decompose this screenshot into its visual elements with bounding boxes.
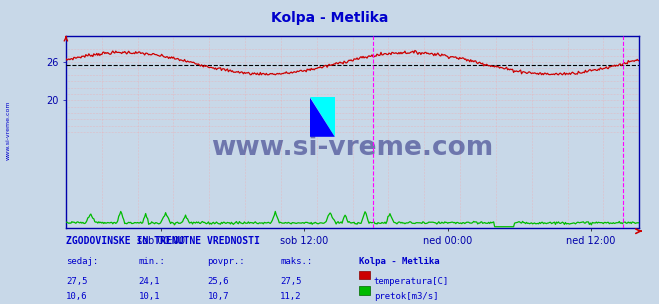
Text: sedaj:: sedaj: xyxy=(66,257,98,266)
Text: 25,6: 25,6 xyxy=(208,277,229,286)
Text: 10,7: 10,7 xyxy=(208,292,229,302)
Text: min.:: min.: xyxy=(138,257,165,266)
Text: Kolpa - Metlika: Kolpa - Metlika xyxy=(271,11,388,25)
Polygon shape xyxy=(310,97,335,137)
Polygon shape xyxy=(310,97,335,137)
Text: 27,5: 27,5 xyxy=(280,277,302,286)
Text: www.si-vreme.com: www.si-vreme.com xyxy=(5,101,11,161)
Text: 27,5: 27,5 xyxy=(66,277,88,286)
Text: 10,6: 10,6 xyxy=(66,292,88,302)
Text: Kolpa - Metlika: Kolpa - Metlika xyxy=(359,257,440,266)
Text: povpr.:: povpr.: xyxy=(208,257,245,266)
Text: temperatura[C]: temperatura[C] xyxy=(374,277,449,286)
Text: www.si-vreme.com: www.si-vreme.com xyxy=(212,135,494,161)
Text: 10,1: 10,1 xyxy=(138,292,160,302)
Text: pretok[m3/s]: pretok[m3/s] xyxy=(374,292,438,302)
Text: ZGODOVINSKE IN TRENUTNE VREDNOSTI: ZGODOVINSKE IN TRENUTNE VREDNOSTI xyxy=(66,236,260,246)
Text: maks.:: maks.: xyxy=(280,257,312,266)
Text: 11,2: 11,2 xyxy=(280,292,302,302)
Text: 24,1: 24,1 xyxy=(138,277,160,286)
